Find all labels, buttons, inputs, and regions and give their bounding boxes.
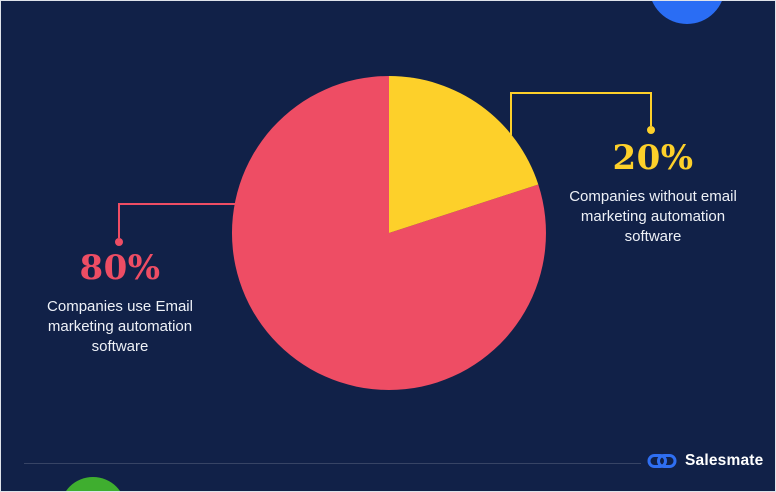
stat-label-80-line2: marketing automation: [47, 317, 193, 335]
stat-label-20: Companies without email marketing automa…: [561, 187, 745, 247]
stat-block-20: 20% Companies without email marketing au…: [561, 138, 745, 247]
footer-divider: [24, 463, 641, 464]
stat-block-80: 80% Companies use Email marketing automa…: [39, 248, 201, 357]
callout-line-20: [510, 92, 652, 135]
stat-label-80: Companies use Email marketing automation…: [39, 297, 201, 357]
salesmate-link-icon: [647, 454, 677, 468]
stat-value-80: 80%: [79, 248, 161, 288]
stat-value-20: 20%: [612, 138, 694, 178]
decor-circle-bottom-left: [66, 477, 120, 491]
callout-dot-80: [115, 238, 123, 246]
callout-dot-20: [647, 126, 655, 134]
stat-label-20-line1: Companies without email: [569, 187, 737, 205]
pie-slice-80pct: [231, 75, 546, 390]
pie-slice-20pct: [389, 76, 539, 233]
brand-name: Salesmate: [685, 452, 764, 469]
pie-chart: [231, 75, 546, 390]
decor-circle-top-right: [652, 1, 722, 24]
stat-label-80-line3: software: [91, 337, 149, 355]
brand-logo: Salesmate: [647, 449, 764, 473]
stat-label-80-line1: Companies use Email: [47, 297, 193, 315]
stat-label-20-line3: software: [624, 227, 682, 245]
stat-label-20-line2: marketing automation: [580, 207, 726, 225]
callout-line-80: [118, 203, 235, 238]
